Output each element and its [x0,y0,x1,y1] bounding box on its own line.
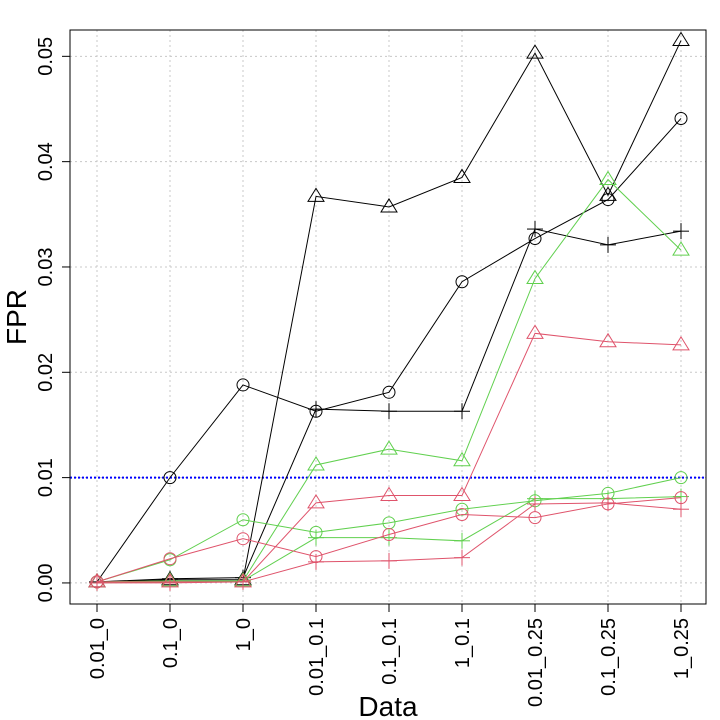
data-point [163,552,177,566]
data-point [673,501,689,518]
data-point [235,573,251,590]
data-point [455,502,469,516]
data-point [307,493,325,509]
x-tick-label: 1_0.25 [671,618,693,679]
data-point [454,549,470,566]
data-point [380,486,398,502]
x-tick-label: 0.1_0.25 [598,618,620,696]
data-point [601,193,615,207]
series-line-red-circle [96,497,682,583]
y-tick-label: 0.00 [35,563,57,602]
series-line-red-triangle [97,332,682,583]
data-point [236,513,250,527]
data-point [381,403,397,420]
x-tick-label: 0.1_0.1 [379,618,401,685]
data-point [382,385,396,399]
data-point [381,552,397,569]
data-point [380,440,398,455]
y-tick-label: 0.02 [35,353,57,392]
data-point [455,275,469,289]
data-point [674,111,688,125]
x-tick-label: 1_0 [233,618,255,651]
data-point [455,507,469,521]
data-point [674,471,688,485]
y-tick-label: 0.03 [35,248,57,287]
x-tick-label: 0.01_0.25 [525,618,547,707]
data-point [526,269,544,285]
data-point [672,335,690,351]
y-tick-label: 0.01 [35,458,57,497]
data-point [380,197,398,213]
data-point [672,241,690,256]
data-point [308,553,324,570]
data-point [527,495,543,512]
data-point [163,471,177,485]
y-tick-label: 0.04 [35,142,57,181]
series-group [88,31,690,591]
series-red-plus [89,494,689,591]
data-point [600,494,616,511]
data-point [454,532,470,549]
data-point [528,511,542,525]
data-point [307,456,325,471]
data-point [526,44,544,59]
data-point [454,403,470,420]
data-point [600,236,616,253]
data-point [453,451,471,467]
data-point [236,532,250,546]
data-point [599,186,617,201]
x-axis-label: Data [358,691,418,720]
series-line-black-triangle [96,40,682,583]
data-point [673,223,689,240]
data-point [382,516,396,530]
data-point [382,527,396,541]
series-green-triangle [88,170,690,588]
data-point [236,378,250,392]
series-green-circle [90,471,688,589]
x-tick-label: 0.01_0.1 [306,618,328,696]
y-axis-label: FPR [1,289,32,345]
data-point [162,574,178,591]
data-point [672,31,690,47]
series-line-green-triangle [96,178,682,583]
data-point [599,332,617,348]
data-point [453,168,471,183]
data-point [527,221,543,238]
x-tick-label: 0.1_0 [160,618,182,668]
data-point [308,529,324,546]
data-point [308,401,324,418]
axes: 0.00 0.01 0.02 0.03 0.04 0.05 0.01_0 0.1_0 1_0 0.… [35,37,693,707]
data-point [599,170,617,186]
x-tick-label: 1_0.1 [452,618,474,668]
data-point [307,187,325,202]
x-tick-label: 0.01_0 [87,618,109,679]
data-point [526,324,544,339]
data-point [453,486,471,502]
series-line-green-circle [96,477,682,583]
y-tick-label: 0.05 [35,37,57,76]
data-point [89,574,105,591]
